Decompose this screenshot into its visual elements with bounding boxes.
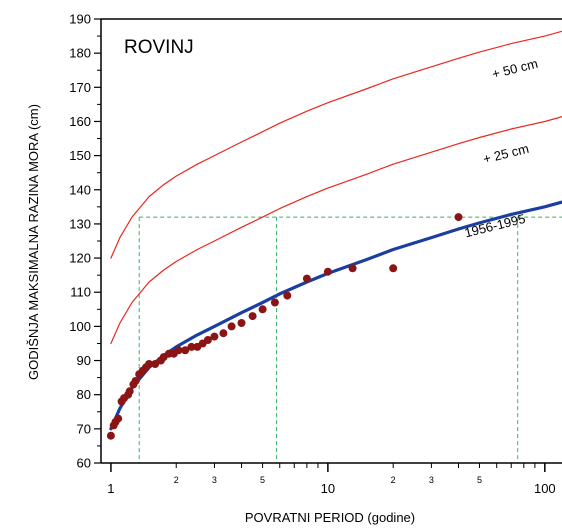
axes-frame	[100, 18, 562, 464]
data-point	[187, 342, 196, 351]
y-tick-label: 100	[69, 319, 91, 334]
y-tick-label: 190	[69, 12, 91, 27]
plot-area	[106, 30, 562, 463]
y-tick-label: 60	[77, 456, 91, 471]
y-tick-label: 90	[77, 353, 91, 368]
y-tick-label: 140	[69, 182, 91, 197]
y-tick-label: 160	[69, 114, 91, 129]
x-axis-title: POVRATNI PERIOD (godine)	[245, 510, 415, 525]
data-point	[106, 431, 115, 440]
x-minor-tick-label: 3	[429, 475, 434, 485]
x-minor-tick-label: 2	[391, 475, 396, 485]
y-tick-label: 180	[69, 46, 91, 61]
x-minor-tick-label: 3	[212, 475, 217, 485]
series-line-plus-50cm	[110, 30, 562, 259]
data-point	[323, 267, 332, 276]
x-tick-label: 10	[321, 481, 335, 496]
series-label-plus-50cm: + 50 cm	[490, 56, 539, 82]
data-point	[145, 360, 154, 368]
x-minor-tick-label: 5	[260, 475, 265, 485]
data-point	[283, 291, 292, 300]
series-line-1956-1995	[109, 200, 562, 431]
series-label-plus-25cm: + 25 cm	[481, 141, 530, 167]
data-point	[114, 414, 123, 423]
y-tick-label: 170	[69, 80, 91, 95]
chart-title: ROVINJ	[124, 37, 194, 58]
data-point	[237, 319, 246, 327]
y-tick-label: 80	[77, 387, 91, 402]
data-point	[270, 298, 279, 307]
data-point	[454, 213, 463, 222]
data-point	[248, 312, 257, 321]
y-tick-label: 70	[77, 421, 91, 436]
data-point	[181, 346, 190, 355]
data-point	[131, 377, 140, 385]
data-point	[348, 264, 357, 273]
y-tick-label: 120	[69, 251, 91, 266]
y-axis-title: GODIŠNJA MAKSIMALNA RAZINA MORA (cm)	[26, 104, 41, 380]
x-minor-tick-label: 2	[174, 475, 179, 485]
x-minor-tick-label: 5	[477, 475, 482, 485]
data-point	[219, 329, 228, 338]
data-point	[258, 305, 267, 314]
data-point	[302, 274, 311, 283]
data-point	[210, 332, 219, 341]
y-tick-label: 150	[69, 148, 91, 163]
x-tick-label: 1	[107, 481, 114, 496]
y-tick-label: 110	[70, 285, 91, 300]
data-point	[203, 336, 212, 344]
series-label-1956-1995: 1956-1995	[463, 211, 527, 241]
y-tick-label: 130	[69, 216, 91, 231]
data-point	[389, 264, 398, 273]
series-line-plus-25cm	[110, 116, 562, 345]
x-tick-label: 100	[534, 481, 556, 496]
data-point	[227, 322, 236, 331]
data-point	[125, 387, 134, 396]
data-point	[174, 346, 183, 355]
